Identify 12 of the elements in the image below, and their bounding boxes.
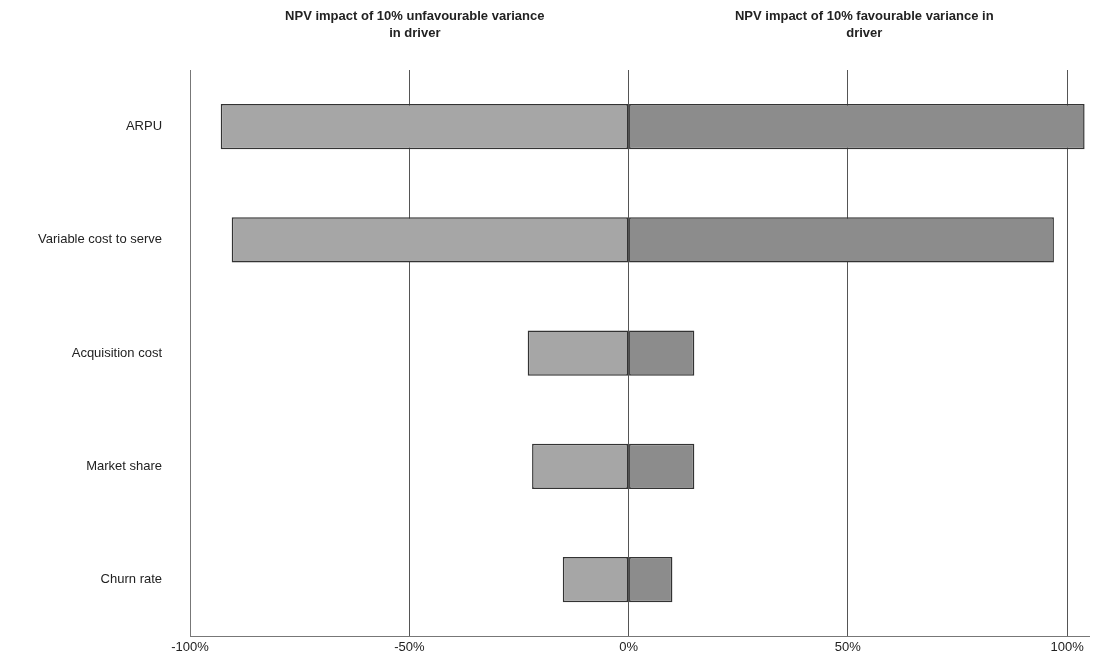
x-tick-label: -100% <box>171 638 210 654</box>
x-tick-label: 50% <box>834 638 862 654</box>
y-tick-label: Acquisition cost <box>71 344 163 360</box>
text: NPV impact of 10% unfavourable variance in driver <box>285 8 545 40</box>
y-tick-label: Churn rate <box>100 571 163 587</box>
y-tick-label: Variable cost to serve <box>37 231 163 247</box>
x-tick-label: -50% <box>394 638 425 654</box>
x-tick-label: 0% <box>619 638 639 654</box>
x-tick-label: 100% <box>1050 638 1085 654</box>
y-tick-label: Market share <box>86 457 163 473</box>
text: NPV impact of 10% favourable variance in driver <box>734 8 994 40</box>
y-tick-label: ARPU <box>125 118 163 134</box>
